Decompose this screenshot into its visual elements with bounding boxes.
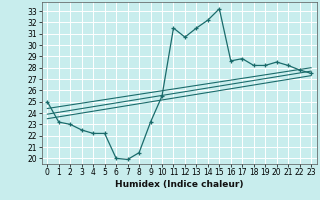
X-axis label: Humidex (Indice chaleur): Humidex (Indice chaleur)	[115, 180, 244, 189]
